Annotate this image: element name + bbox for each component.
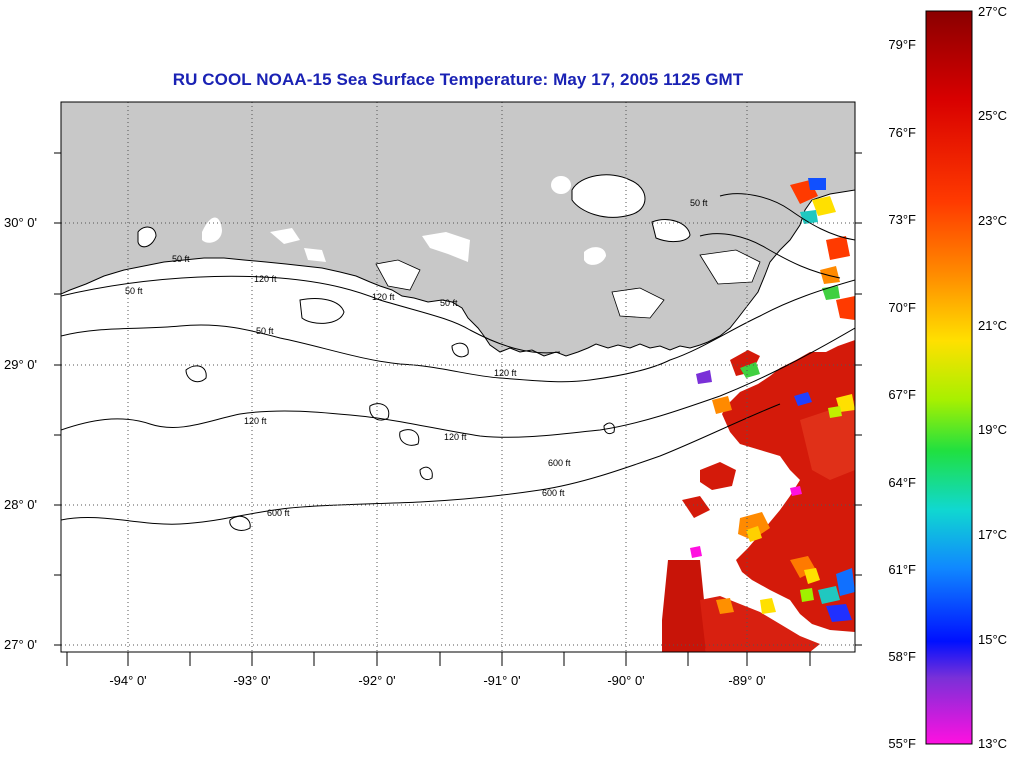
lake-pontchartrain — [571, 174, 646, 218]
isobath-label: 50 ft — [690, 198, 708, 208]
isobath-label: 50 ft — [172, 254, 190, 264]
map-title: RU COOL NOAA-15 Sea Surface Temperature:… — [172, 70, 744, 89]
bay — [611, 287, 665, 319]
colorbar-celsius-label: 25°C — [978, 108, 1008, 123]
colorbar-celsius-label: 13°C — [978, 736, 1008, 751]
isobath-label: 120 ft — [494, 368, 517, 378]
lake — [422, 232, 470, 262]
longitude-label: -91° 0' — [483, 673, 521, 688]
isobath-labels: 50 ft 50 ft 50 ft 50 ft 50 ft 120 ft 120… — [125, 198, 708, 518]
lake — [270, 228, 300, 244]
axis-ticks — [54, 152, 862, 666]
colorbar — [925, 10, 973, 745]
colorbar-fahrenheit-label: 58°F — [888, 649, 916, 664]
colorbar-fahrenheit-label: 67°F — [888, 387, 916, 402]
lake — [304, 248, 326, 262]
colorbar-fahrenheit-label: 61°F — [888, 562, 916, 577]
colorbar-celsius-label: 15°C — [978, 632, 1008, 647]
longitude-label: -89° 0' — [728, 673, 766, 688]
longitude-label: -93° 0' — [233, 673, 271, 688]
isobath-label: 600 ft — [542, 488, 565, 498]
lake — [651, 219, 691, 243]
isobath-label: 120 ft — [372, 292, 395, 302]
isobath-label: 50 ft — [125, 286, 143, 296]
colorbar-fahrenheit-label: 79°F — [888, 37, 916, 52]
isobath-contours — [61, 193, 855, 531]
colorbar-celsius-label: 27°C — [978, 4, 1008, 19]
lake-calcasieu — [137, 226, 157, 248]
graticule — [61, 102, 855, 652]
latitude-label: 29° 0' — [4, 357, 37, 372]
isobath-label: 600 ft — [548, 458, 571, 468]
latitude-label: 30° 0' — [4, 215, 37, 230]
bay — [375, 259, 421, 291]
isobath-label: 600 ft — [267, 508, 290, 518]
longitude-label: -94° 0' — [109, 673, 147, 688]
isobath-label: 50 ft — [440, 298, 458, 308]
colorbar-fahrenheit-label: 55°F — [888, 736, 916, 751]
isobath-label: 120 ft — [254, 274, 277, 284]
lake — [202, 217, 222, 243]
map-border — [60, 101, 856, 653]
isobath-label: 120 ft — [444, 432, 467, 442]
latitude-label: 28° 0' — [4, 497, 37, 512]
longitude-label: -90° 0' — [607, 673, 645, 688]
colorbar-fahrenheit-label: 64°F — [888, 475, 916, 490]
colorbar-celsius-label: 19°C — [978, 422, 1008, 437]
sst-data-swath — [662, 178, 855, 652]
colorbar-celsius-label: 21°C — [978, 318, 1008, 333]
lake — [584, 247, 606, 265]
lake — [551, 176, 571, 194]
colorbar-celsius-label: 17°C — [978, 527, 1008, 542]
bay — [699, 249, 761, 285]
colorbar-fahrenheit-label: 76°F — [888, 125, 916, 140]
latitude-label: 27° 0' — [4, 637, 37, 652]
colorbar-fahrenheit-label: 73°F — [888, 212, 916, 227]
isobath-label: 120 ft — [244, 416, 267, 426]
colorbar-fahrenheit-label: 70°F — [888, 300, 916, 315]
isobath-label: 50 ft — [256, 326, 274, 336]
longitude-label: -92° 0' — [358, 673, 396, 688]
colorbar-celsius-label: 23°C — [978, 213, 1008, 228]
